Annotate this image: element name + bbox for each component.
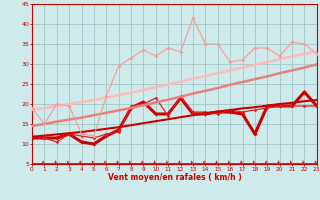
- X-axis label: Vent moyen/en rafales ( km/h ): Vent moyen/en rafales ( km/h ): [108, 173, 241, 182]
